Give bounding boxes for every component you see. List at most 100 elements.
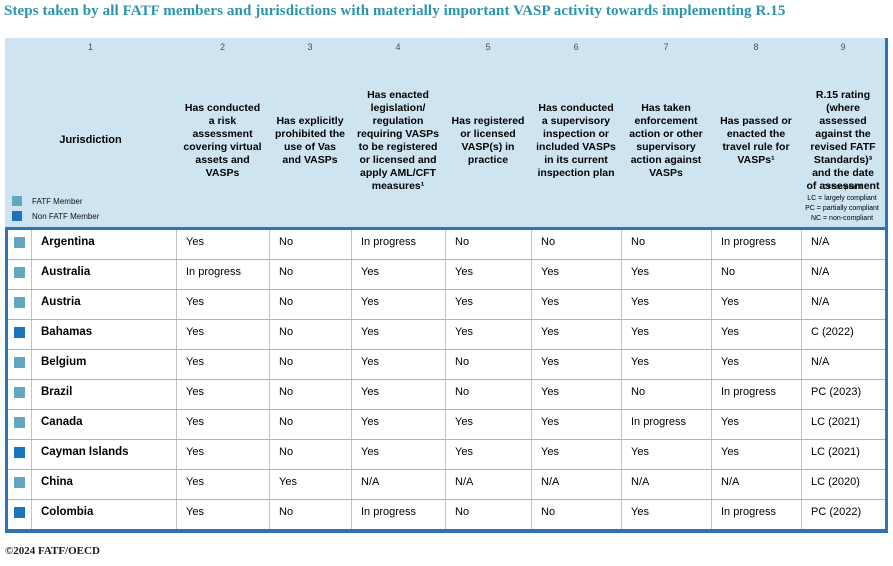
value-col-2: Yes [176,230,269,259]
value-col-4: Yes [351,260,445,289]
fatf-member-marker-icon [14,267,25,278]
value-col-3: No [269,410,351,439]
table-row-canada: Canada Yes No Yes Yes Yes In progress Yes LC (20… [8,410,885,440]
fatf-member-swatch-icon [12,196,22,206]
value-col-6: No [531,230,621,259]
vasp-steps-table: 1 2 3 4 5 6 7 8 9 Jurisdiction Has conducted a ri… [5,38,888,533]
value-col-4: N/A [351,470,445,499]
value-col-4: In progress [351,230,445,259]
value-col-5: No [445,350,531,379]
fatf-member-marker-icon [14,417,25,428]
non-fatf-member-label: Non FATF Member [32,211,100,221]
value-col-3: No [269,440,351,469]
value-col-8: Yes [711,320,801,349]
value-col-9: N/A [801,260,885,289]
column-number-7: 7 [663,42,669,52]
value-col-8: No [711,260,801,289]
value-col-4: In progress [351,500,445,529]
value-col-5: Yes [445,320,531,349]
value-col-2: Yes [176,320,269,349]
value-col-8: Yes [711,440,801,469]
value-col-9: C (2022) [801,320,885,349]
value-col-8: In progress [711,380,801,409]
value-col-6: Yes [531,260,621,289]
value-col-9: LC (2021) [801,410,885,439]
jurisdiction-name: Brazil [31,380,176,409]
jurisdiction-name: Colombia [31,500,176,529]
member-marker-cell [8,320,31,349]
value-col-7: N/A [621,470,711,499]
column-header-4: Has enacted legislation/ regulation requ… [356,88,440,193]
column-header-6: Has conducted a supervisory inspection o… [536,101,616,180]
table-row-belgium: Belgium Yes No Yes No Yes Yes Yes N/A [8,350,885,380]
member-marker-cell [8,470,31,499]
value-col-9: LC (2020) [801,470,885,499]
value-col-7: Yes [621,260,711,289]
column-number-5: 5 [485,42,491,52]
column-label-row: Jurisdiction Has conducted a risk assessm… [5,56,885,226]
value-col-7: No [621,230,711,259]
column-number-3: 3 [307,42,313,52]
value-col-7: No [621,380,711,409]
value-col-2: Yes [176,470,269,499]
table-row-australia: Australia In progress No Yes Yes Yes Yes No N/A [8,260,885,290]
member-marker-cell [8,290,31,319]
value-col-6: Yes [531,440,621,469]
value-col-5: No [445,500,531,529]
fatf-member-marker-icon [14,357,25,368]
column-header-7: Has taken enforcement action or other su… [629,101,703,180]
jurisdiction-name: Canada [31,410,176,439]
member-marker-cell [8,230,31,259]
value-col-3: No [269,260,351,289]
value-col-6: Yes [531,410,621,439]
member-marker-cell [8,350,31,379]
fatf-member-marker-icon [14,477,25,488]
value-col-5: Yes [445,290,531,319]
column-header-2: Has conducted a risk assessment covering… [183,101,262,180]
value-col-9: LC (2021) [801,440,885,469]
column-header-5: Has registered or licensed VASP(s) in pr… [451,114,525,167]
value-col-3: No [269,290,351,319]
value-col-9: PC (2022) [801,500,885,529]
value-col-3: Yes [269,470,351,499]
value-col-9: N/A [801,350,885,379]
value-col-3: No [269,230,351,259]
jurisdiction-name: Austria [31,290,176,319]
value-col-4: Yes [351,380,445,409]
member-marker-cell [8,260,31,289]
column-number-8: 8 [753,42,759,52]
value-col-3: No [269,320,351,349]
value-col-8: Yes [711,350,801,379]
column-header-8: Has passed or enacted the travel rule fo… [720,114,792,167]
value-col-2: Yes [176,290,269,319]
jurisdiction-name: China [31,470,176,499]
table-row-bahamas: Bahamas Yes No Yes Yes Yes Yes Yes C (2022) [8,320,885,350]
member-marker-cell [8,440,31,469]
value-col-7: Yes [621,320,711,349]
copyright-notice: ©2024 FATF/OECD [5,545,100,557]
member-marker-cell [8,410,31,439]
value-col-3: No [269,500,351,529]
rating-key-compliant: C=compliant [822,184,862,192]
value-col-4: Yes [351,410,445,439]
column-number-9: 9 [840,42,846,52]
column-header-3: Has explicitly prohibited the use of Vas… [275,114,345,167]
fatf-member-marker-icon [14,297,25,308]
value-col-2: Yes [176,500,269,529]
column-number-1: 1 [87,42,93,52]
column-number-6: 6 [573,42,579,52]
value-col-5: N/A [445,470,531,499]
value-col-6: Yes [531,320,621,349]
rating-key-non-compliant: NC = non-compliant [810,214,874,222]
value-col-5: No [445,230,531,259]
column-header-1: Jurisdiction [59,134,122,147]
member-marker-cell [8,500,31,529]
value-col-6: Yes [531,380,621,409]
value-col-4: Yes [351,350,445,379]
value-col-2: Yes [176,380,269,409]
column-header-9: R.15 rating (where assessed against the … [806,88,880,193]
column-number-2: 2 [219,42,225,52]
value-col-3: No [269,380,351,409]
page-title: Steps taken by all FATF members and juri… [4,3,786,19]
non-fatf-member-swatch-icon [12,211,22,221]
